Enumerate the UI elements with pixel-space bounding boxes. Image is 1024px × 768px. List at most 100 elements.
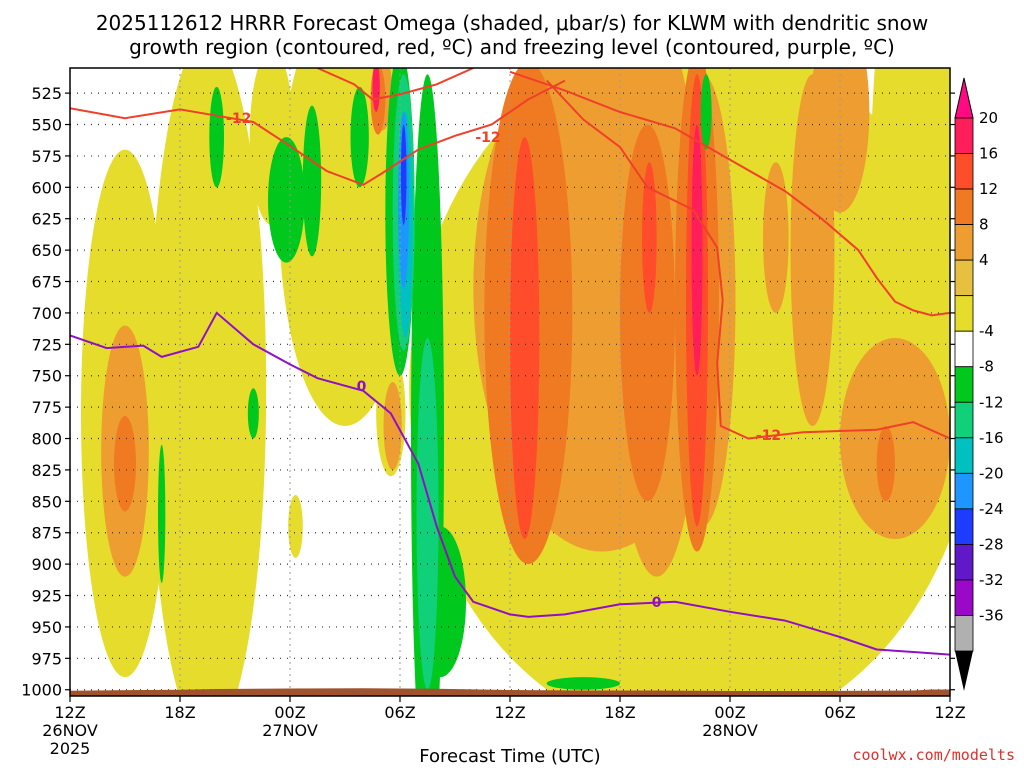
colorbar-segment	[954, 366, 974, 403]
x-tick-date: 28NOV	[702, 721, 758, 740]
dgz-contour-upper	[70, 79, 566, 186]
x-tick-label: 12Z	[494, 703, 525, 722]
omega-patch	[416, 338, 439, 690]
dgz-label-2: -12	[475, 130, 500, 146]
x-tick-date: 27NOV	[262, 721, 318, 740]
omega-patch	[247, 388, 259, 439]
terrain	[70, 688, 950, 696]
colorbar-label: -16	[979, 429, 1004, 447]
colorbar-segment	[954, 472, 974, 510]
y-tick-label: 950	[31, 618, 62, 637]
y-tick-label: 875	[31, 524, 62, 543]
colorbar: 20 16 12 8 4 -4 -8 -12 -16 -20 -24 -28 -32 -36	[954, 77, 1004, 691]
y-tick-label: 775	[31, 398, 62, 417]
chart-title-line2: growth region (contoured, red, ºC) and f…	[129, 35, 895, 59]
omega-patch	[642, 162, 657, 313]
y-tick-label: 575	[31, 147, 62, 166]
colorbar-label: -4	[979, 322, 994, 340]
colorbar-segment	[954, 615, 974, 652]
y-tick-label: 600	[31, 178, 62, 197]
colorbar-segment	[954, 188, 974, 225]
x-tick-date: 26NOV	[42, 721, 98, 740]
dgz-contour-right	[509, 70, 950, 317]
omega-patch	[840, 338, 950, 539]
colorbar-label: 16	[979, 145, 998, 163]
y-tick-label: 625	[31, 210, 62, 229]
omega-patch	[288, 495, 303, 558]
colorbar-bottom-triangle	[955, 651, 973, 691]
omega-patch	[209, 86, 225, 188]
omega-patch	[114, 415, 136, 512]
y-tick-label: 650	[31, 241, 62, 260]
y-tick-label: 725	[31, 335, 62, 354]
y-tick-label: 925	[31, 587, 62, 606]
terrain-fill	[70, 688, 950, 696]
omega-patch	[268, 137, 305, 263]
omega-patch	[876, 425, 895, 502]
y-tick-label: 800	[31, 430, 62, 449]
y-tick-label: 825	[31, 461, 62, 480]
colorbar-segment	[954, 295, 974, 332]
colorbar-top-triangle	[954, 77, 974, 119]
omega-patch	[700, 74, 712, 150]
omega-patch	[546, 677, 620, 690]
colorbar-label: -12	[979, 393, 1004, 411]
colorbar-label: -20	[979, 464, 1004, 482]
colorbar-segment	[954, 224, 974, 261]
y-tick-label: 525	[31, 84, 62, 103]
omega-patch	[302, 105, 322, 257]
y-tick-label: 700	[31, 304, 62, 323]
colorbar-segment	[954, 330, 974, 368]
freezing-label-2: 0	[652, 595, 662, 611]
omega-shading	[81, 68, 950, 696]
x-tick-label: 00Z	[274, 703, 305, 722]
omega-patch	[148, 68, 267, 696]
x-tick-label: 12Z	[934, 703, 965, 722]
omega-patch	[158, 444, 166, 583]
omega-patch	[372, 68, 380, 112]
x-tick-label: 18Z	[604, 703, 635, 722]
x-tick-label: 06Z	[824, 703, 855, 722]
omega-patch	[691, 124, 703, 376]
x-tick-label: 12Z	[54, 703, 85, 722]
chart-title-line1: 2025112612 HRRR Forecast Omega (shaded, …	[96, 11, 928, 35]
colorbar-segment	[954, 579, 974, 616]
y-tick-label: 550	[31, 116, 62, 135]
colorbar-segment	[954, 153, 974, 190]
colorbar-label: 20	[979, 109, 998, 127]
freezing-level-contour	[70, 311, 950, 656]
x-axis-label: Forecast Time (UTC)	[419, 746, 600, 767]
dgz-label-3: -12	[756, 428, 781, 444]
colorbar-label: -32	[979, 571, 1004, 589]
colorbar-segment	[954, 508, 974, 545]
colorbar-label: -36	[979, 606, 1004, 624]
axes: 525 550 575 600 625 650 675 700 725 750 775 800 825 8…	[21, 67, 966, 758]
colorbar-label: -28	[979, 535, 1004, 553]
omega-patch	[350, 86, 369, 188]
colorbar-segment	[954, 401, 974, 439]
y-tick-label: 1000	[21, 681, 62, 700]
colorbar-label: 12	[979, 180, 998, 198]
colorbar-label: 4	[979, 251, 989, 269]
y-tick-label: 975	[31, 649, 62, 668]
x-tick-label: 06Z	[384, 703, 415, 722]
colorbar-segment	[954, 437, 974, 474]
colorbar-segment	[954, 117, 974, 154]
plot-grid	[70, 68, 950, 696]
colorbar-segment	[954, 259, 974, 297]
y-tick-label: 750	[31, 367, 62, 386]
x-tick-label: 00Z	[714, 703, 745, 722]
colorbar-label: 8	[979, 216, 989, 234]
freezing-label-1: 0	[357, 379, 367, 395]
dgz-contour-mid	[545, 79, 950, 440]
omega-patch	[383, 382, 402, 470]
omega-patch	[620, 124, 675, 502]
colorbar-segment	[954, 544, 974, 581]
colorbar-label: -24	[979, 500, 1004, 518]
x-tick-year: 2025	[50, 739, 91, 758]
omega-patch	[763, 162, 789, 313]
dgz-label-1: -12	[226, 111, 251, 127]
y-tick-label: 900	[31, 555, 62, 574]
y-tick-label: 675	[31, 273, 62, 292]
